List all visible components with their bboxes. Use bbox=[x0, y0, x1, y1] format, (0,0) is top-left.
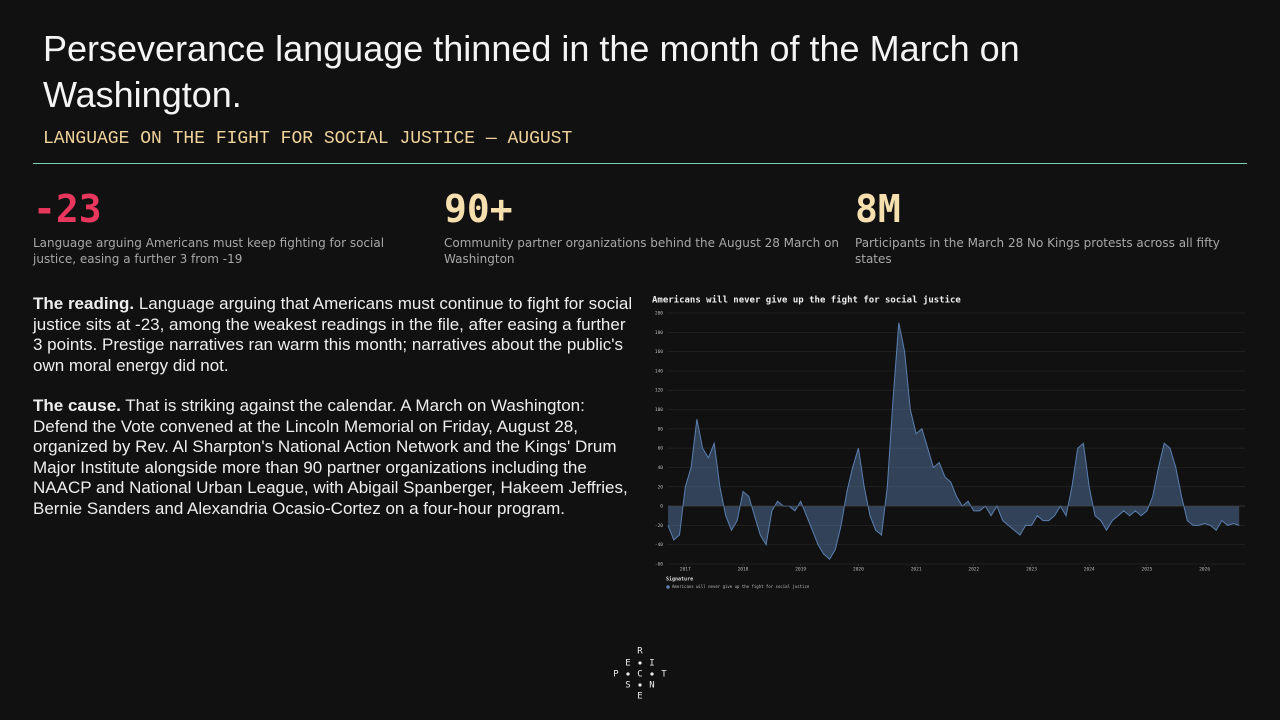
x-tick-label: 2025 bbox=[1141, 567, 1152, 573]
logo-dot bbox=[638, 661, 642, 665]
paragraph: The reading. Language arguing that Ameri… bbox=[33, 294, 633, 376]
legend-label: Americans will never give up the fight f… bbox=[672, 584, 810, 589]
logo-dot bbox=[626, 672, 630, 676]
x-tick-label: 2024 bbox=[1084, 567, 1095, 573]
stat: 8M Participants in the March 28 No Kings… bbox=[855, 185, 1250, 267]
y-tick-label: 0 bbox=[660, 504, 663, 510]
legend-swatch bbox=[666, 585, 670, 589]
title: Perseverance language thinned in the mon… bbox=[43, 28, 1020, 115]
x-tick-label: 2019 bbox=[795, 567, 806, 573]
paragraph: The cause. That is striking against the … bbox=[33, 396, 633, 519]
body: The reading. Language arguing that Ameri… bbox=[33, 294, 633, 539]
stat-label: Language arguing Americans must keep fig… bbox=[33, 236, 385, 266]
stat-label: Community partner organizations behind t… bbox=[444, 236, 840, 266]
logo-mark: RE IP C TS NE bbox=[613, 647, 667, 702]
y-tick-label: 60 bbox=[658, 446, 664, 452]
logo-dot bbox=[638, 683, 642, 687]
logo-letter: N bbox=[649, 681, 654, 691]
stat-value: 8M bbox=[855, 187, 901, 231]
logo-letter: S bbox=[625, 681, 630, 691]
y-tick-label: -60 bbox=[655, 562, 663, 568]
y-tick-label: 180 bbox=[655, 330, 663, 336]
text: Language arguing that Americans must con… bbox=[33, 294, 633, 375]
legend-title: Signature bbox=[666, 577, 693, 583]
logo-letter: T bbox=[661, 670, 667, 680]
y-tick-label: 160 bbox=[655, 349, 663, 355]
x-tick-label: 2017 bbox=[680, 567, 691, 573]
y-tick-label: -40 bbox=[655, 542, 663, 548]
y-tick-label: 200 bbox=[655, 311, 663, 317]
x-tick-label: 2021 bbox=[911, 567, 922, 573]
logo-letter: I bbox=[649, 659, 654, 669]
stat: -23 Language arguing Americans must keep… bbox=[33, 185, 428, 267]
stat-value: 90+ bbox=[444, 187, 513, 231]
y-tick-label: 100 bbox=[655, 407, 663, 413]
logo-letter: C bbox=[637, 670, 642, 680]
y-tick-label: 120 bbox=[655, 388, 663, 394]
y-tick-label: 20 bbox=[658, 484, 664, 490]
y-tick-label: 80 bbox=[658, 426, 664, 432]
line bbox=[667, 322, 1240, 560]
y-tick-label: 40 bbox=[658, 465, 664, 471]
stat-value: -23 bbox=[33, 187, 102, 231]
x-tick-label: 2022 bbox=[968, 567, 979, 573]
x-tick-label: 2018 bbox=[738, 567, 749, 573]
y-tick-label: 140 bbox=[655, 368, 663, 374]
logo-letter: R bbox=[637, 647, 643, 657]
lead: The cause. bbox=[33, 396, 121, 415]
divider bbox=[33, 163, 1247, 164]
chart-title: Americans will never give up the fight f… bbox=[652, 295, 961, 306]
x-tick-label: 2023 bbox=[1026, 567, 1037, 573]
y-tick-label: -20 bbox=[655, 523, 663, 529]
text: That is striking against the calendar. A… bbox=[33, 396, 628, 518]
stat-label: Participants in the March 28 No Kings pr… bbox=[855, 236, 1220, 266]
stat: 90+ Community partner organizations behi… bbox=[444, 185, 839, 267]
chart: Americans will never give up the fight f… bbox=[652, 295, 1245, 589]
lead: The reading. bbox=[33, 294, 135, 313]
subtitle: LANGUAGE ON THE FIGHT FOR SOCIAL JUSTICE… bbox=[43, 129, 573, 149]
logo-letter: E bbox=[637, 692, 642, 702]
area bbox=[668, 322, 1240, 560]
logo-letter: E bbox=[625, 659, 630, 669]
logo-letter: P bbox=[613, 670, 619, 680]
x-tick-label: 2026 bbox=[1199, 567, 1210, 573]
logo-dot bbox=[650, 672, 654, 676]
x-tick-label: 2020 bbox=[853, 567, 864, 573]
